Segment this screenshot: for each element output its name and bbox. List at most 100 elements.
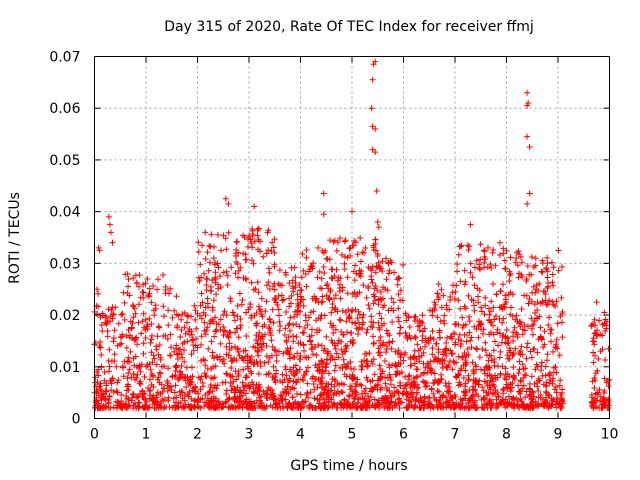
data-point <box>386 267 393 274</box>
data-point <box>179 311 186 318</box>
data-point <box>263 282 270 289</box>
data-point <box>374 253 381 260</box>
data-point <box>134 394 141 401</box>
data-point <box>258 393 265 400</box>
data-point <box>273 357 280 364</box>
data-point <box>128 374 135 381</box>
data-point <box>95 400 102 407</box>
data-point <box>213 353 220 360</box>
data-point <box>156 342 163 349</box>
data-point <box>553 341 560 348</box>
data-point <box>276 267 283 274</box>
data-point <box>247 383 254 390</box>
data-point <box>457 396 464 403</box>
data-point <box>554 345 561 352</box>
data-point <box>590 349 597 356</box>
data-point <box>599 332 606 339</box>
data-point <box>265 279 272 286</box>
data-point <box>250 260 257 267</box>
data-point <box>233 239 240 246</box>
data-point <box>467 221 474 228</box>
data-point <box>411 401 418 408</box>
data-point <box>543 382 550 389</box>
data-point <box>130 314 137 321</box>
data-point <box>334 308 341 315</box>
data-point <box>524 263 531 270</box>
data-point <box>138 330 145 337</box>
data-point <box>99 312 106 319</box>
data-point <box>235 373 242 380</box>
data-point <box>545 322 552 329</box>
data-point <box>591 341 598 348</box>
data-point <box>376 265 383 272</box>
data-point <box>237 324 244 331</box>
data-point <box>366 350 373 357</box>
data-point <box>482 294 489 301</box>
data-point <box>513 255 520 262</box>
data-point <box>438 286 445 293</box>
data-point <box>142 316 149 323</box>
axis-ticks <box>94 56 610 419</box>
data-point <box>605 383 612 390</box>
data-point <box>297 391 304 398</box>
data-point <box>108 387 115 394</box>
data-point <box>310 308 317 315</box>
data-point <box>526 190 533 197</box>
data-point <box>337 275 344 282</box>
data-point <box>414 366 421 373</box>
data-point <box>94 286 101 293</box>
data-point <box>110 338 117 345</box>
data-point <box>98 322 105 329</box>
data-point <box>523 276 530 283</box>
x-tick-label: 7 <box>451 427 460 443</box>
data-point <box>311 293 318 300</box>
data-point <box>552 401 559 408</box>
data-point <box>303 368 310 375</box>
data-point <box>337 281 344 288</box>
data-point <box>301 347 308 354</box>
data-point <box>383 343 390 350</box>
data-point <box>497 370 504 377</box>
data-point <box>293 333 300 340</box>
data-point <box>376 403 383 410</box>
data-point <box>411 314 418 321</box>
data-point <box>470 302 477 309</box>
data-point <box>371 247 378 254</box>
data-point <box>369 360 376 367</box>
data-point <box>270 319 277 326</box>
data-point <box>98 397 105 404</box>
data-point <box>148 336 155 343</box>
data-point <box>502 365 509 372</box>
data-point <box>128 397 135 404</box>
data-point <box>383 327 390 334</box>
data-point <box>181 392 188 399</box>
data-point <box>397 382 404 389</box>
data-point <box>273 401 280 408</box>
data-point <box>135 301 142 308</box>
data-point <box>386 339 393 346</box>
data-point <box>363 358 370 365</box>
data-point <box>345 314 352 321</box>
data-point <box>181 374 188 381</box>
data-point <box>328 396 335 403</box>
data-point <box>461 349 468 356</box>
data-point <box>271 346 278 353</box>
data-point <box>268 352 275 359</box>
data-point <box>462 321 469 328</box>
data-point <box>462 367 469 374</box>
data-point <box>473 391 480 398</box>
data-point <box>136 271 143 278</box>
data-point <box>327 388 334 395</box>
data-point <box>265 358 272 365</box>
data-point <box>455 371 462 378</box>
data-point <box>383 386 390 393</box>
data-point <box>505 393 512 400</box>
data-point <box>481 395 488 402</box>
data-point <box>232 403 239 410</box>
data-point <box>490 280 497 287</box>
data-point <box>484 392 491 399</box>
data-point <box>471 264 478 271</box>
data-point <box>300 330 307 337</box>
data-point <box>115 377 122 384</box>
data-point <box>464 242 471 249</box>
